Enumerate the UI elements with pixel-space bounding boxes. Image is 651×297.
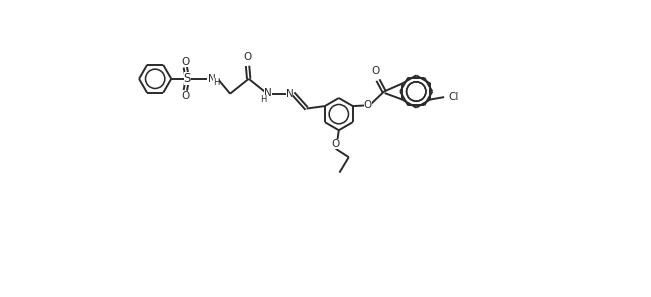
Text: N: N [286, 89, 294, 99]
Text: O: O [243, 52, 251, 62]
Text: Cl: Cl [449, 92, 459, 102]
Text: O: O [182, 91, 189, 101]
Text: O: O [181, 57, 189, 67]
Text: H: H [213, 78, 219, 87]
Text: H: H [260, 95, 266, 104]
Text: O: O [364, 100, 372, 110]
Text: N: N [208, 74, 215, 84]
Text: O: O [331, 139, 340, 149]
Text: O: O [371, 66, 380, 76]
Text: N: N [264, 88, 271, 98]
Text: S: S [184, 72, 191, 85]
